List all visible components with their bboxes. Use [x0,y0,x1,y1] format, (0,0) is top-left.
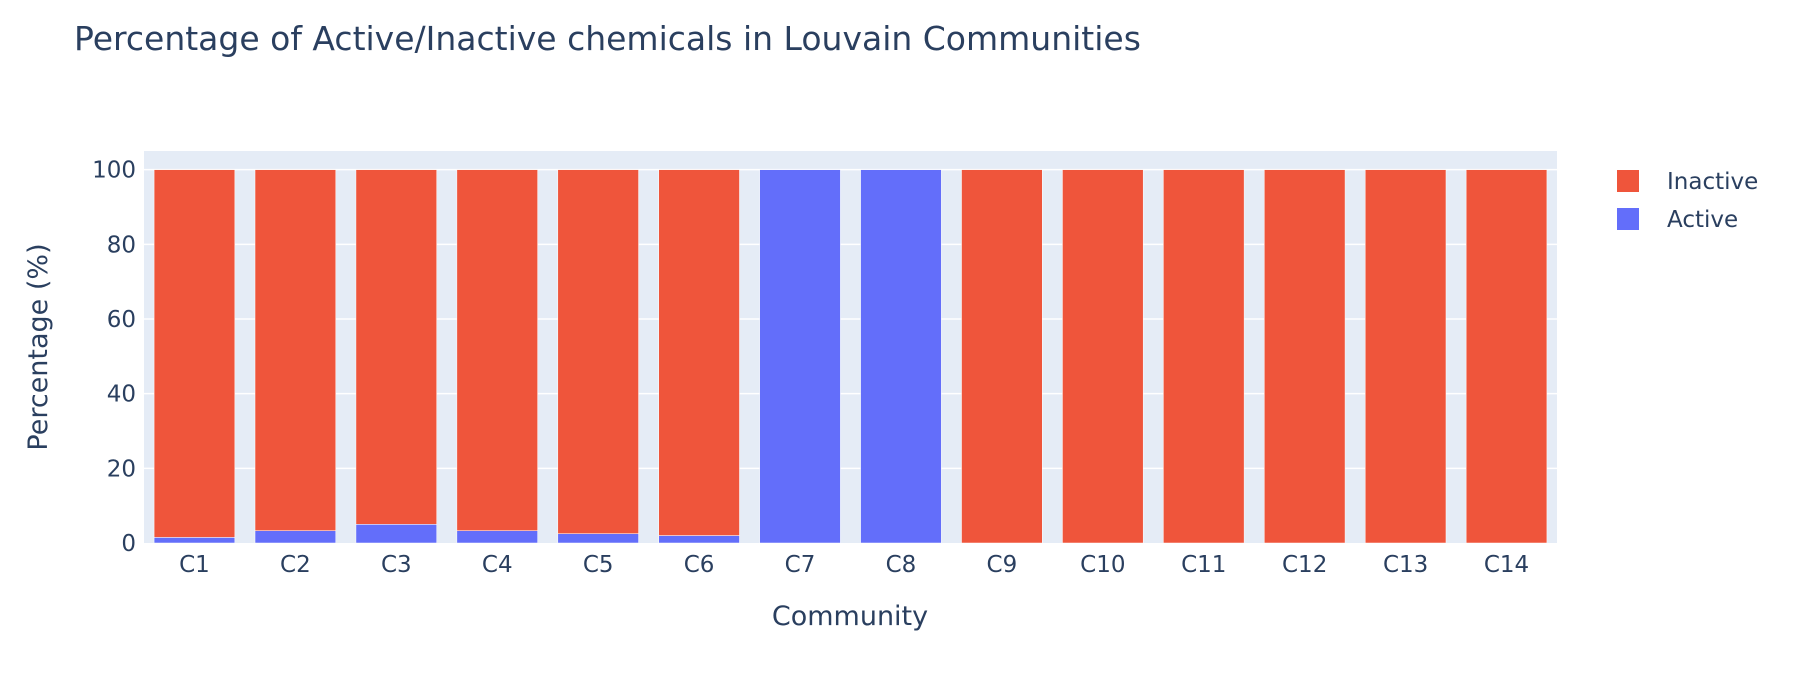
bar-active-c6 [658,535,740,544]
bar-inactive-c3 [355,169,437,525]
bar-inactive-c10 [1062,169,1144,544]
x-tick-label: C12 [1282,552,1327,578]
x-tick-label: C2 [280,552,311,578]
bar-active-c2 [254,530,337,544]
y-tick-label: 20 [107,456,136,482]
x-axis-ticks: C1 C2 C3 C4 C5 C6 C7 C8 C9 C10 C11 C12 C13 C14 [179,552,1529,578]
x-tick-label: C3 [381,552,412,578]
legend-swatch [1617,170,1639,192]
x-tick-label: C6 [684,552,715,578]
legend-item-inactive[interactable]: Inactive [1617,169,1758,195]
bar-inactive-c9 [961,169,1043,544]
y-tick-label: 40 [107,382,136,408]
x-tick-label: C7 [785,552,816,578]
y-tick-label: 100 [92,158,136,184]
bar-inactive-c14 [1465,169,1548,544]
legend-item-active[interactable]: Active [1617,207,1738,233]
bar-active-c3 [355,524,437,544]
bar-inactive-c1 [153,169,236,538]
x-tick-label: C10 [1080,552,1125,578]
bars [153,169,1548,544]
x-tick-label: C14 [1484,552,1529,578]
bar-inactive-c13 [1364,169,1447,544]
bar-inactive-c12 [1264,169,1346,544]
y-tick-label: 80 [107,232,136,258]
bar-active-c7 [759,169,841,544]
bar-inactive-c4 [456,169,538,531]
x-tick-label: C11 [1181,552,1226,578]
bar-active-c8 [860,169,942,544]
bar-inactive-c2 [254,169,337,531]
x-tick-label: C4 [482,552,513,578]
x-axis-title: Community [772,601,928,632]
bar-active-c5 [557,533,639,544]
y-tick-label: 60 [107,307,136,333]
y-axis-ticks: 0 20 40 60 80 100 [92,158,136,557]
chart-title: Percentage of Active/Inactive chemicals … [74,19,1141,58]
bar-inactive-c5 [557,169,639,534]
y-axis-title: Percentage (%) [23,243,54,450]
legend-swatch [1617,208,1639,230]
x-tick-label: C13 [1383,552,1428,578]
y-tick-label: 0 [121,531,136,557]
bar-inactive-c6 [658,169,740,536]
x-tick-label: C5 [583,552,614,578]
x-tick-label: C9 [987,552,1018,578]
x-tick-label: C8 [886,552,917,578]
bar-active-c1 [153,537,236,544]
legend-label: Active [1667,207,1738,233]
legend-label: Inactive [1667,169,1758,195]
legend: Inactive Active [1617,169,1758,233]
x-tick-label: C1 [179,552,210,578]
bar-active-c4 [456,530,538,544]
bar-inactive-c11 [1163,169,1245,544]
